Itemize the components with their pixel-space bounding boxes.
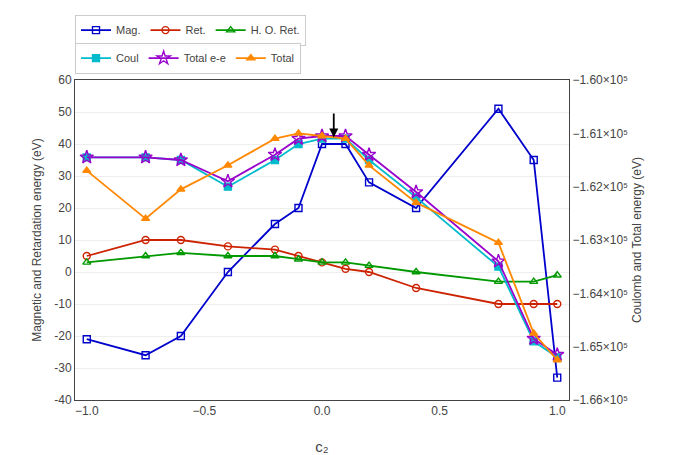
svg-text:H. O. Ret.: H. O. Ret. bbox=[251, 24, 300, 36]
svg-text:Coulomb and Total energy (eV): Coulomb and Total energy (eV) bbox=[630, 157, 644, 323]
svg-text:−1.62×10⁵: −1.62×10⁵ bbox=[572, 180, 628, 194]
svg-text:0.0: 0.0 bbox=[314, 404, 331, 418]
svg-text:20: 20 bbox=[58, 201, 72, 215]
svg-text:30: 30 bbox=[58, 169, 72, 183]
svg-text:-20: -20 bbox=[54, 329, 72, 343]
svg-text:50: 50 bbox=[58, 105, 72, 119]
svg-text:−1.64×10⁵: −1.64×10⁵ bbox=[572, 287, 628, 301]
svg-text:0.5: 0.5 bbox=[431, 404, 448, 418]
svg-text:-40: -40 bbox=[54, 393, 72, 407]
svg-text:Ret.: Ret. bbox=[185, 24, 205, 36]
svg-text:1.0: 1.0 bbox=[549, 404, 566, 418]
svg-text:−1.63×10⁵: −1.63×10⁵ bbox=[572, 233, 628, 247]
svg-text:Magnetic and Retardation energ: Magnetic and Retardation energy (eV) bbox=[30, 138, 44, 341]
svg-text:−1.0: −1.0 bbox=[75, 404, 99, 418]
svg-text:−1.66×10⁵: −1.66×10⁵ bbox=[572, 393, 628, 407]
svg-text:Mag.: Mag. bbox=[116, 24, 140, 36]
svg-text:−1.61×10⁵: −1.61×10⁵ bbox=[572, 127, 628, 141]
svg-text:60: 60 bbox=[58, 73, 72, 87]
svg-text:40: 40 bbox=[58, 137, 72, 151]
svg-text:−1.60×10⁵: −1.60×10⁵ bbox=[572, 73, 628, 87]
svg-text:−0.5: −0.5 bbox=[193, 404, 217, 418]
svg-text:Total: Total bbox=[271, 52, 294, 64]
svg-text:−1.65×10⁵: −1.65×10⁵ bbox=[572, 340, 628, 354]
svg-text:c₂: c₂ bbox=[315, 438, 329, 455]
svg-text:Total e-e: Total e-e bbox=[184, 52, 226, 64]
svg-text:0: 0 bbox=[65, 265, 72, 279]
svg-text:Coul: Coul bbox=[116, 52, 139, 64]
svg-text:-10: -10 bbox=[54, 297, 72, 311]
svg-text:10: 10 bbox=[58, 233, 72, 247]
svg-text:-30: -30 bbox=[54, 361, 72, 375]
